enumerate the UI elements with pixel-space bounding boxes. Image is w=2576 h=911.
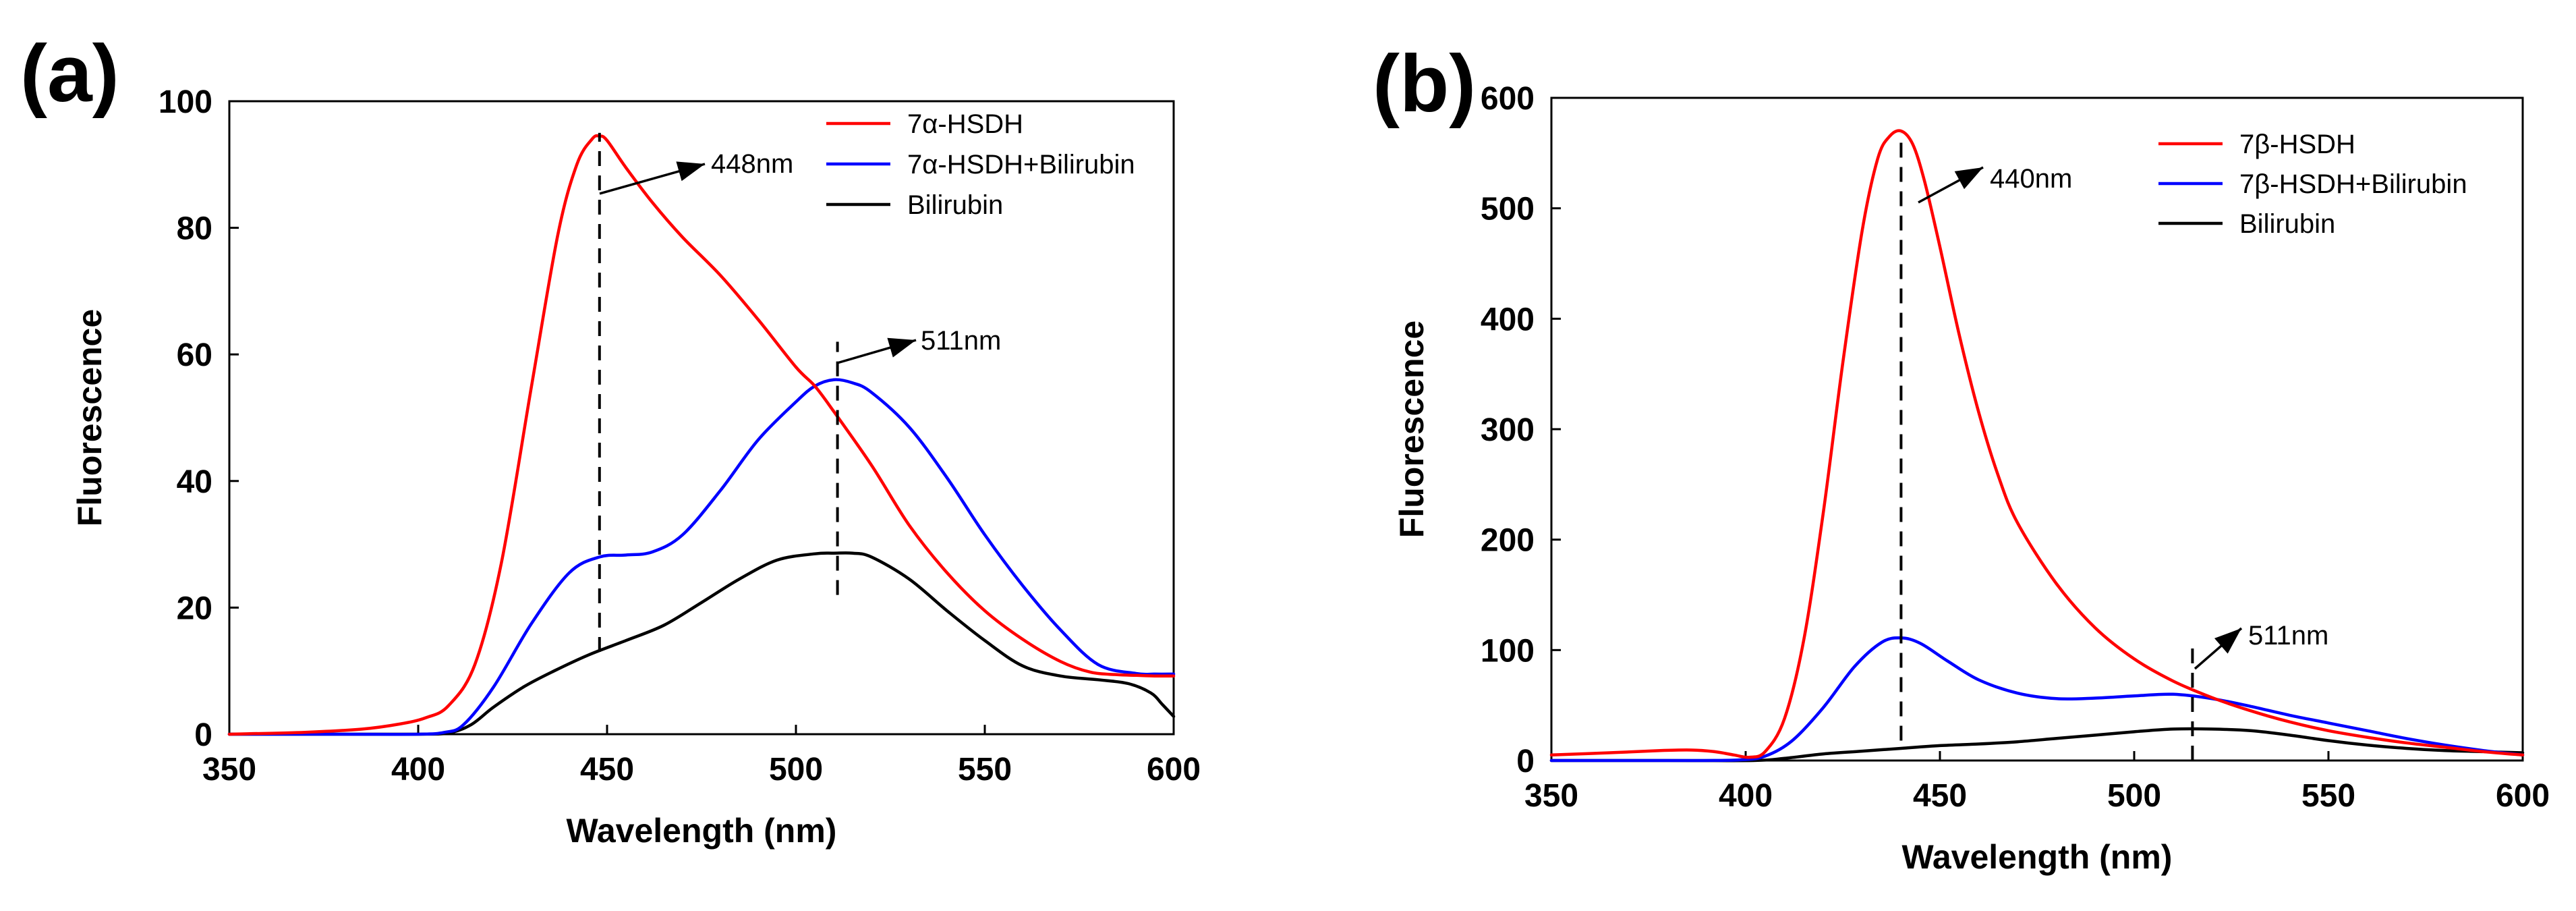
panel-a-chart: (a) 350 400 450 500 550 600 0 20 40 60 80 100 Wavelen…	[20, 28, 1201, 850]
annotation-label: 511nm	[921, 326, 1001, 356]
arrow-head	[2214, 628, 2241, 654]
x-tick-label: 500	[769, 752, 823, 788]
legend-label: 7α-HSDH	[907, 109, 1023, 139]
legend-label: Bilirubin	[907, 190, 1003, 220]
legend-label: 7β-HSDH+Bilirubin	[2239, 169, 2467, 199]
y-tick-label: 20	[177, 590, 212, 626]
panel-label: (b)	[1373, 38, 1476, 129]
panel-label: (a)	[20, 28, 119, 119]
arrow-head	[887, 337, 916, 358]
series-line-2	[227, 378, 1176, 736]
x-axis-title: Wavelength (nm)	[1902, 838, 2173, 876]
y-tick-label: 100	[159, 84, 212, 120]
x-tick-label: 500	[2107, 778, 2161, 814]
x-tick-label: 550	[958, 752, 1012, 788]
annotation-label: 440nm	[1990, 164, 2072, 194]
y-tick-label: 60	[177, 337, 212, 373]
series-line-3	[227, 551, 1176, 736]
panel-b-chart: (b) 350 400 450 500 550 600 0 100 200 300 400 500 600…	[1373, 38, 2550, 876]
x-tick-label: 450	[580, 752, 634, 788]
y-axis-title: Fluorescence	[1393, 321, 1431, 538]
arrow-head	[676, 161, 705, 182]
y-tick-label: 0	[1516, 744, 1535, 779]
y-tick-label: 500	[1481, 192, 1535, 227]
x-tick-label: 600	[2496, 778, 2550, 814]
y-tick-label: 600	[1481, 81, 1535, 117]
y-tick-label: 200	[1481, 523, 1535, 559]
legend-label: 7β-HSDH	[2239, 130, 2355, 159]
y-tick-label: 80	[177, 211, 212, 247]
y-tick-label: 0	[194, 717, 212, 753]
x-axis-title: Wavelength (nm)	[567, 812, 837, 850]
series-line-3	[1549, 727, 2525, 763]
x-tick-label: 350	[202, 752, 256, 788]
arrow-head	[1954, 167, 1983, 190]
legend-label: Bilirubin	[2239, 209, 2335, 239]
plot-frame	[228, 100, 1175, 736]
x-tick-label: 400	[391, 752, 445, 788]
y-tick-label: 300	[1481, 412, 1535, 448]
y-tick-label: 40	[177, 464, 212, 500]
series-line-1	[227, 134, 1176, 736]
x-tick-label: 350	[1524, 778, 1578, 814]
x-tick-label: 450	[1913, 778, 1967, 814]
x-tick-label: 400	[1719, 778, 1773, 814]
y-tick-label: 400	[1481, 302, 1535, 337]
x-tick-label: 600	[1147, 752, 1201, 788]
x-tick-label: 550	[2301, 778, 2355, 814]
annotation-label: 511nm	[2248, 621, 2328, 651]
series-line-1	[1549, 129, 2525, 759]
annotation-label: 448nm	[711, 149, 793, 179]
y-axis-title: Fluorescence	[71, 309, 109, 526]
legend-label: 7α-HSDH+Bilirubin	[907, 150, 1135, 180]
series-line-2	[1549, 636, 2525, 763]
y-tick-label: 100	[1481, 633, 1535, 669]
